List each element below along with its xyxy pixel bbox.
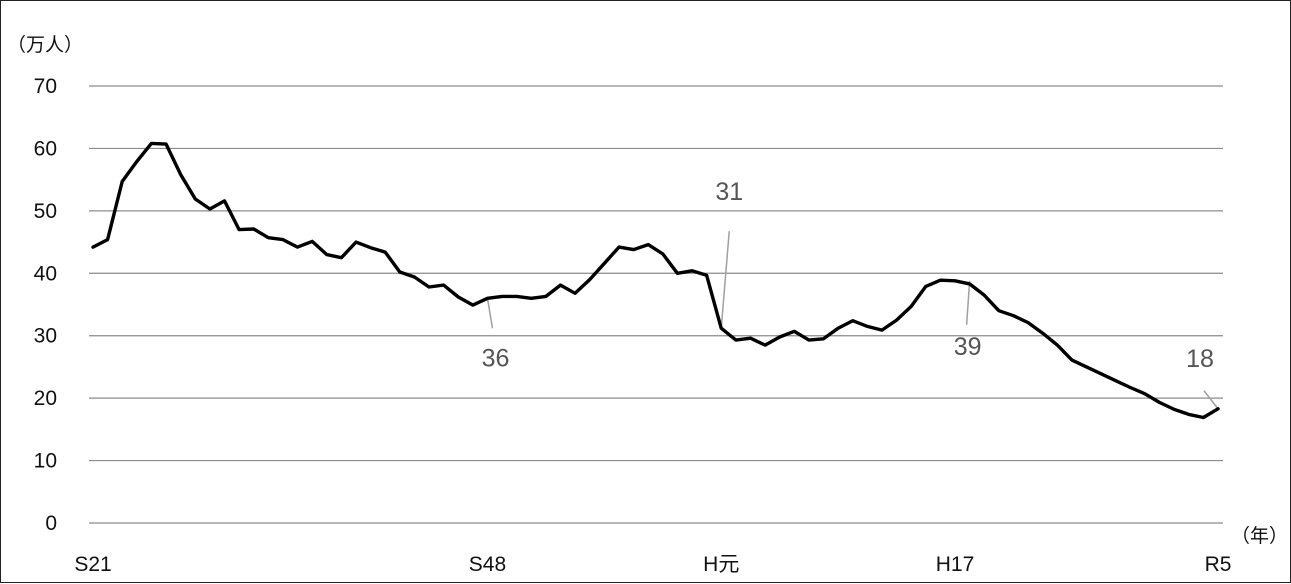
annotation-leaders <box>486 231 1219 410</box>
x-tick-label: S48 <box>469 553 506 576</box>
data-label: 18 <box>1186 345 1214 373</box>
data-label: 36 <box>482 344 510 372</box>
annotation-leader <box>1203 390 1219 410</box>
data-label: 31 <box>715 178 743 206</box>
annotations: 36 31 39 18 <box>482 178 1214 373</box>
y-axis-ticks: 0 10 20 30 40 50 60 70 <box>34 75 57 535</box>
y-tick-label: 60 <box>34 137 57 160</box>
y-tick-label: 30 <box>34 325 57 348</box>
annotation-leader <box>486 298 494 329</box>
annotation-leader <box>965 280 971 325</box>
series-line <box>91 141 1220 420</box>
x-axis-unit-label: （年） <box>1231 525 1288 547</box>
y-tick-label: 50 <box>34 200 57 223</box>
x-tick-label: S21 <box>74 553 111 576</box>
y-tick-label: 70 <box>34 75 57 98</box>
data-label: 39 <box>954 333 982 361</box>
x-axis-ticks: S21 S48 H元 H17 R5 <box>74 553 1231 576</box>
y-axis-unit-label: （万人） <box>7 34 83 56</box>
x-tick-label: H17 <box>936 553 975 576</box>
x-tick-label: H元 <box>703 553 739 576</box>
y-tick-label: 20 <box>34 387 57 410</box>
y-tick-label: 40 <box>34 262 57 285</box>
y-tick-label: 10 <box>34 450 57 473</box>
grid-lines <box>89 85 1223 524</box>
annotation-leader <box>720 231 730 329</box>
x-tick-label: R5 <box>1205 553 1232 576</box>
y-tick-label: 0 <box>45 512 57 535</box>
